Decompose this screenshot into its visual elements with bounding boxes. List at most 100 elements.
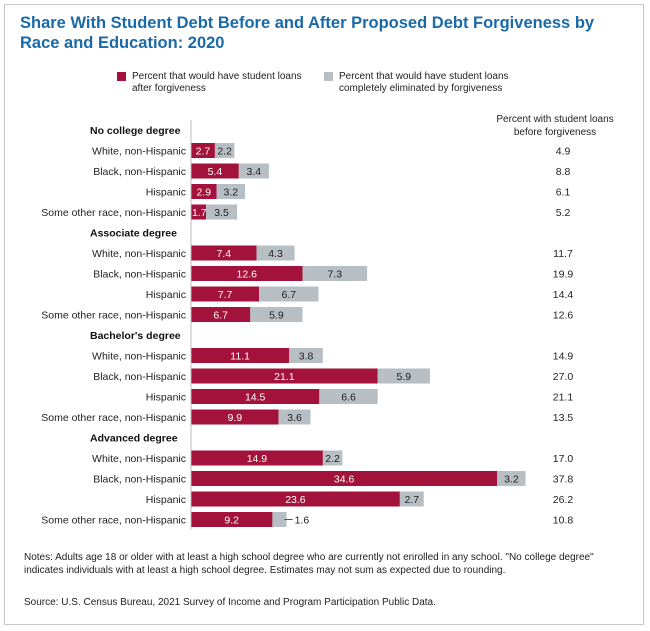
row-label: Some other race, non-Hispanic	[41, 207, 186, 219]
data-label-eliminated: 3.5	[214, 207, 229, 219]
bar-after	[191, 512, 273, 527]
row-label: Hispanic	[146, 187, 186, 199]
before-forgiveness-value: 27.0	[553, 371, 574, 383]
data-label-eliminated: 5.9	[397, 371, 412, 383]
bar-eliminated	[238, 163, 269, 179]
bar-after	[191, 389, 320, 404]
row-label: Hispanic	[146, 494, 186, 506]
bar-eliminated	[497, 471, 526, 486]
bar-eliminated	[278, 409, 311, 425]
before-forgiveness-header: Percent with student loans before forgiv…	[496, 114, 614, 138]
bar-after	[191, 245, 257, 261]
bar-after	[191, 307, 251, 322]
data-label-eliminated: 2.2	[217, 146, 232, 158]
data-label-after: 14.5	[245, 392, 266, 404]
data-label-eliminated: 3.8	[299, 351, 314, 363]
data-label-after: 2.9	[197, 187, 212, 199]
bar-eliminated	[319, 389, 378, 404]
bar-eliminated	[377, 368, 430, 384]
before-forgiveness-value: 11.7	[553, 248, 573, 260]
row-label: Hispanic	[146, 289, 186, 301]
data-label-eliminated: 1.6	[295, 515, 310, 527]
bar-eliminated	[272, 512, 287, 527]
data-label-after: 6.7	[213, 310, 228, 322]
bar-after	[191, 143, 215, 158]
row-label: Black, non-Hispanic	[93, 166, 186, 178]
bar-after	[191, 348, 290, 363]
before-forgiveness-value: 19.9	[553, 269, 574, 281]
data-label-after: 1.7	[192, 207, 207, 219]
legend-label-eliminated: Percent that would have student loans co…	[339, 71, 509, 94]
bar-eliminated	[206, 204, 238, 220]
before-forgiveness-value: 37.8	[553, 474, 574, 486]
data-label-eliminated: 2.7	[405, 494, 420, 506]
before-forgiveness-value: 21.1	[553, 392, 574, 404]
data-label-eliminated: 3.4	[247, 166, 262, 178]
legend-swatch-eliminated	[324, 72, 333, 81]
data-label-after: 14.9	[247, 453, 268, 465]
legend-label-after: Percent that would have student loans af…	[132, 71, 302, 94]
bar-after	[191, 286, 260, 302]
bar-eliminated	[250, 307, 303, 322]
bar-after	[191, 491, 400, 507]
bar-eliminated	[322, 450, 343, 466]
bar-after	[191, 184, 217, 199]
row-label: White, non-Hispanic	[92, 248, 186, 260]
bar-eliminated	[289, 348, 323, 363]
bar-eliminated	[302, 266, 368, 281]
row-label: Black, non-Hispanic	[93, 269, 186, 281]
data-label-eliminated: 2.2	[325, 453, 340, 465]
row-label: Hispanic	[146, 392, 186, 404]
before-forgiveness-value: 14.9	[553, 351, 574, 363]
group-header: Bachelor's degree	[90, 330, 181, 342]
before-forgiveness-value: 6.1	[556, 187, 571, 199]
bar-eliminated	[399, 491, 424, 507]
data-label-after: 5.4	[208, 166, 223, 178]
figure-frame	[4, 4, 644, 625]
before-forgiveness-value: 14.4	[553, 289, 574, 301]
bar-after	[191, 368, 378, 384]
row-label: White, non-Hispanic	[92, 453, 186, 465]
bar-after	[191, 471, 498, 486]
data-label-eliminated: 3.6	[287, 412, 302, 424]
bar-after	[191, 266, 303, 281]
before-forgiveness-value: 13.5	[553, 412, 574, 424]
data-label-after: 12.6	[237, 269, 258, 281]
bar-eliminated	[214, 143, 235, 158]
chart-source: Source: U.S. Census Bureau, 2021 Survey …	[24, 597, 436, 608]
bar-after	[191, 163, 239, 179]
data-label-after: 23.6	[285, 494, 306, 506]
row-label: White, non-Hispanic	[92, 146, 186, 158]
before-forgiveness-value: 26.2	[553, 494, 574, 506]
bar-eliminated	[256, 245, 295, 261]
chart-title: Share With Student Debt Before and After…	[20, 14, 595, 52]
row-label: Some other race, non-Hispanic	[41, 310, 186, 322]
data-label-after: 7.7	[218, 289, 233, 301]
before-forgiveness-value: 17.0	[553, 453, 574, 465]
bar-eliminated	[216, 184, 245, 199]
data-label-after: 2.7	[196, 146, 211, 158]
before-forgiveness-value: 12.6	[553, 310, 574, 322]
row-label: Black, non-Hispanic	[93, 371, 186, 383]
data-label-eliminated: 3.2	[504, 474, 519, 486]
bar-eliminated	[259, 286, 319, 302]
chart-notes: Notes: Adults age 18 or older with at le…	[24, 552, 594, 576]
data-label-eliminated: 5.9	[269, 310, 284, 322]
data-label-after: 21.1	[274, 371, 295, 383]
data-label-after: 7.4	[216, 248, 231, 260]
row-label: White, non-Hispanic	[92, 351, 186, 363]
before-forgiveness-value: 8.8	[556, 166, 571, 178]
bar-after	[191, 204, 207, 220]
stacked-bar-chart: No college degree White, non-Hispanic 2.7 2…	[41, 120, 574, 530]
data-label-eliminated: 3.2	[224, 187, 239, 199]
legend-swatch-after	[117, 72, 126, 81]
before-forgiveness-value: 5.2	[556, 207, 571, 219]
data-label-eliminated: 6.6	[341, 392, 356, 404]
before-forgiveness-value: 4.9	[556, 146, 571, 158]
data-label-after: 11.1	[230, 351, 250, 363]
row-label: Some other race, non-Hispanic	[41, 412, 186, 424]
data-label-eliminated: 7.3	[328, 269, 343, 281]
group-header: Advanced degree	[90, 433, 178, 445]
data-label-after: 9.9	[228, 412, 243, 424]
group-header: No college degree	[90, 125, 181, 137]
